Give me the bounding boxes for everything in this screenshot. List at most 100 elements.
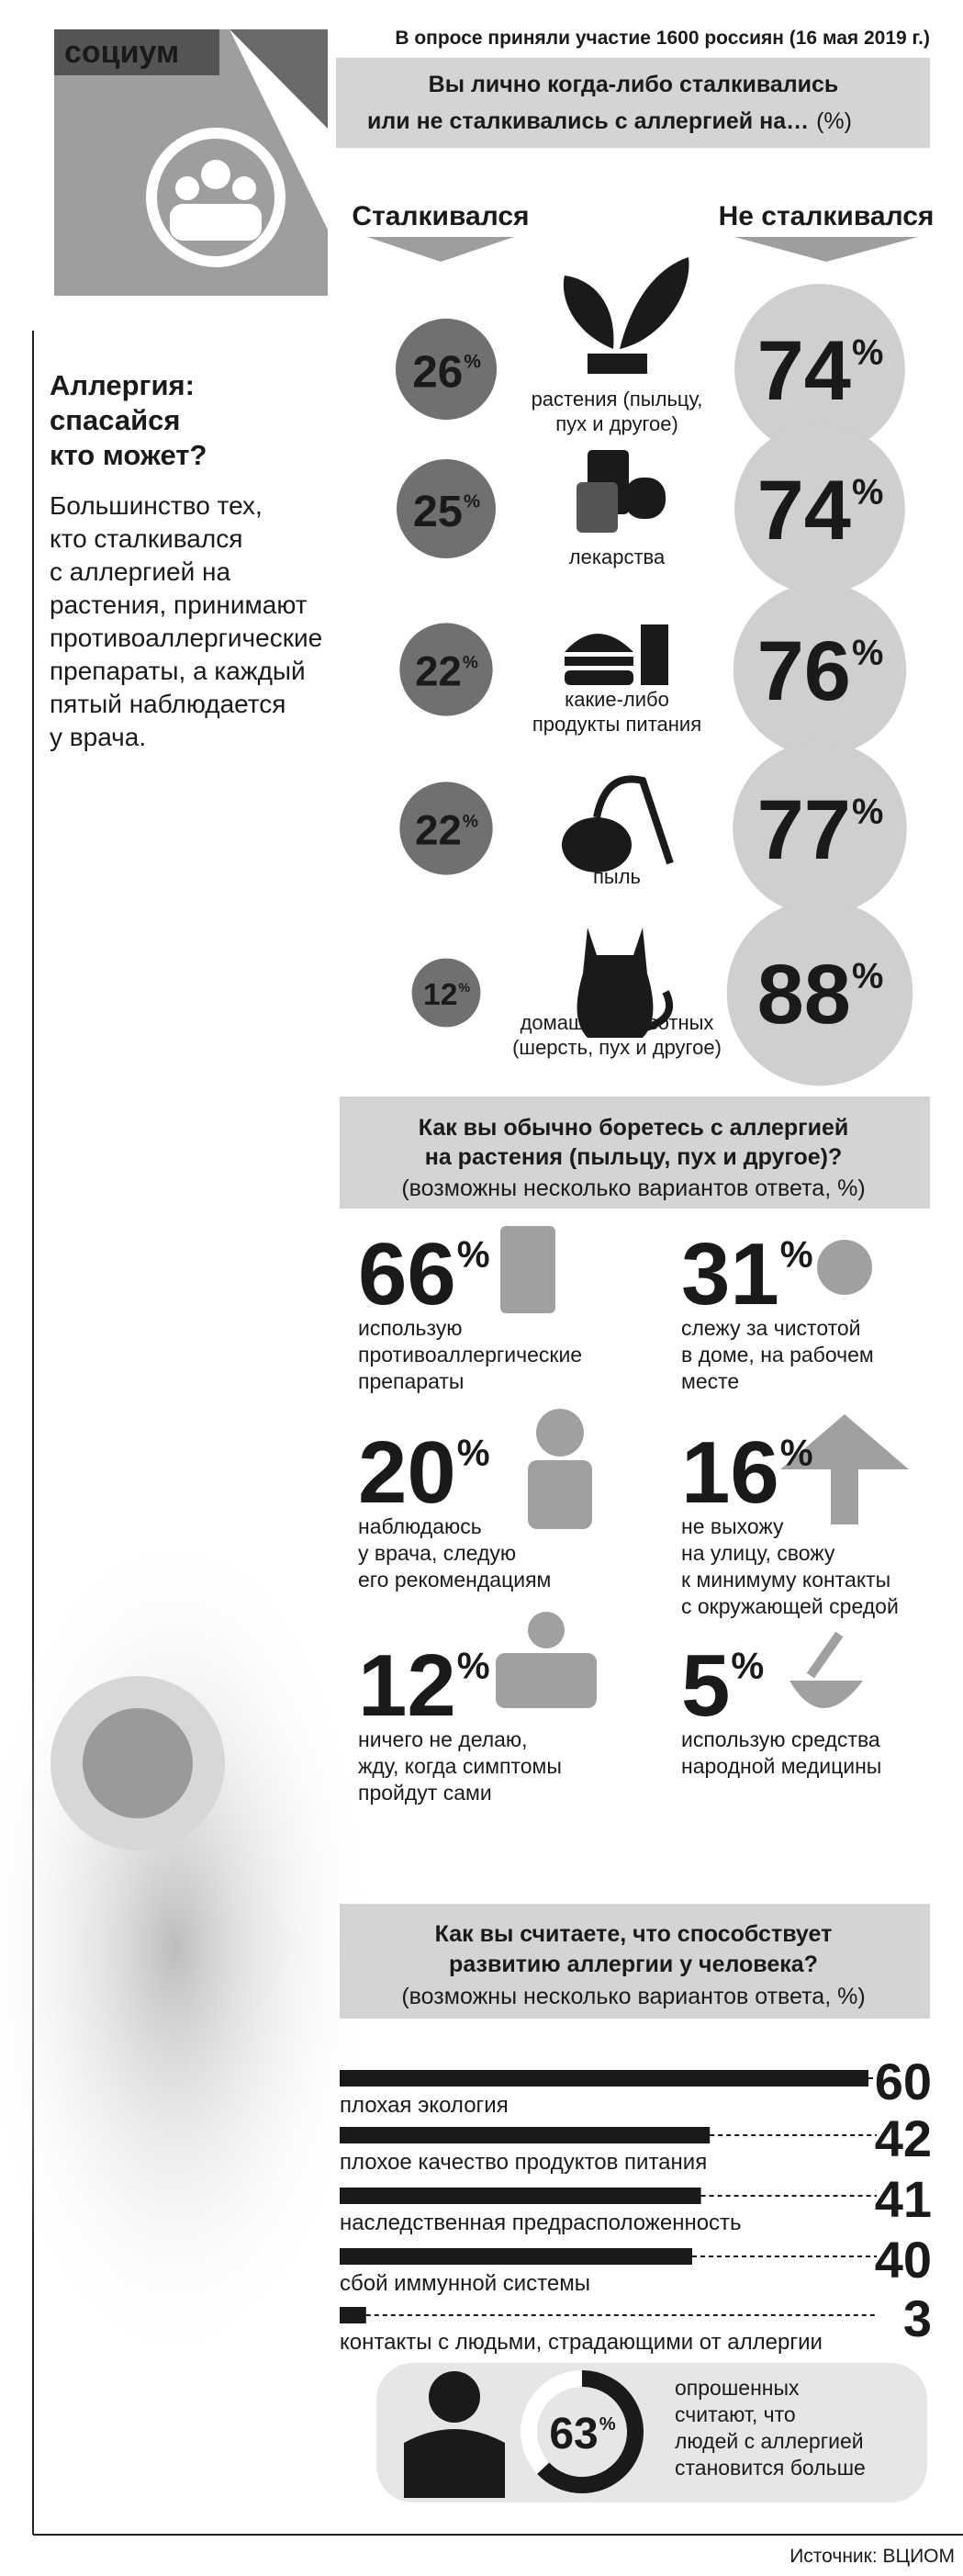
answer-value: 31 [681, 1225, 779, 1323]
bar [340, 2070, 868, 2087]
answer-value: 20 [358, 1423, 456, 1522]
column-header: Сталкивался [352, 201, 529, 231]
intro-text: пятый наблюдается [50, 690, 286, 718]
rubric: социум [64, 35, 179, 70]
bar [340, 2307, 366, 2323]
answer-value: 5 [681, 1637, 730, 1735]
bar-label: плохое качество продуктов питания [340, 2150, 707, 2175]
answer-value: 66 [358, 1225, 456, 1323]
question-note: (возможны несколько вариантов ответа, %) [401, 1176, 865, 1201]
row-label: какие-либо [565, 688, 669, 711]
header-notch [230, 29, 328, 129]
intro-title: Аллергия: [50, 369, 195, 401]
intro-text: кто сталкивался [50, 524, 242, 553]
answer-label: жду, когда симптомы [358, 1754, 562, 1778]
bar-value: 42 [875, 2109, 932, 2167]
bar-value: 41 [875, 2170, 932, 2228]
no-circle [733, 741, 907, 916]
no-circle [726, 899, 913, 1086]
people-icon [175, 176, 199, 200]
stat-text: опрошенных [675, 2376, 800, 2400]
answer-label: народной медицины [681, 1754, 881, 1778]
yes-value: 26 [412, 345, 463, 397]
answer-label: не выхожу [681, 1514, 784, 1538]
yes-circle [411, 958, 481, 1028]
answer-label: ничего не делаю, [358, 1727, 528, 1751]
no-value: 74 [757, 324, 851, 418]
answer-value: 12 [358, 1637, 456, 1735]
stat-text: считают, что [675, 2402, 796, 2426]
question-note: (возможны несколько вариантов ответа, %) [401, 1984, 865, 2009]
answer-label: на улицу, свожу [681, 1541, 835, 1565]
bar-label: контакты с людьми, страдающими от аллерг… [340, 2330, 823, 2355]
question: Как вы считаете, что способствует [435, 1921, 833, 1947]
answer-label: с окружающей средой [681, 1594, 899, 1618]
column-arrow [367, 237, 514, 262]
yes-value: 22 [415, 807, 462, 854]
answer-label: в доме, на рабочем [681, 1343, 874, 1367]
yes-circle [395, 318, 498, 421]
no-value: 88 [757, 948, 851, 1041]
percent-sign: % [457, 1233, 490, 1276]
answer-label: пройдут сами [358, 1781, 492, 1805]
stat-text: людей с аллергией [675, 2429, 864, 2453]
question-box [336, 58, 930, 148]
bar-label: наследственная предрасположенность [340, 2210, 742, 2235]
people-icon [201, 160, 230, 189]
percent-sign: % [852, 633, 883, 672]
percent-sign: % [464, 491, 480, 512]
percent-sign: % [780, 1432, 813, 1474]
percent-sign: % [852, 956, 883, 996]
percent-sign: % [852, 472, 883, 512]
percent-sign: % [852, 792, 883, 831]
yes-value: 22 [415, 648, 462, 695]
intro-text: Большинство тех, [50, 491, 263, 520]
icon-burger [565, 624, 668, 685]
answer-label: использую [358, 1316, 463, 1340]
no-circle [734, 284, 905, 455]
survey-note: В опросе приняли участие 1600 россиян (1… [395, 28, 930, 49]
no-circle [733, 582, 907, 757]
people-icon [146, 128, 286, 267]
percent-sign: % [599, 2414, 616, 2435]
intro-text: у врача. [50, 723, 146, 751]
bar-value: 60 [875, 2053, 932, 2110]
column-arrow [734, 237, 918, 262]
answer-value: 16 [681, 1423, 779, 1522]
question-unit: (%) [816, 108, 852, 134]
stat-box [376, 2363, 927, 2503]
question: на растения (пыльцу, пух и другое)? [425, 1144, 843, 1170]
rubric-box [54, 29, 219, 75]
yes-circle [397, 459, 496, 558]
stat-text: становится больше [675, 2456, 866, 2480]
photo-illustration [0, 1524, 376, 2369]
question: или не сталкивались с аллергией на… [367, 108, 809, 134]
percent-sign: % [464, 351, 481, 372]
intro-text: с аллергией на [50, 557, 230, 586]
no-circle [734, 423, 905, 594]
row-label: (шерсть, пух и другое) [512, 1036, 722, 1059]
column-header: Не сталкивался [719, 201, 935, 231]
percent-sign: % [780, 1233, 813, 1276]
question-box [340, 1097, 930, 1209]
stat-value: 63 [549, 2410, 598, 2458]
icon-vacuum [562, 775, 674, 872]
question-box [340, 1904, 930, 2019]
intro-title: кто может? [50, 439, 207, 471]
no-value: 76 [757, 624, 851, 718]
intro-title: спасайся [50, 404, 180, 436]
row-label: лекарства [569, 546, 666, 568]
yes-value: 12 [423, 978, 457, 1012]
answer-label: препараты [358, 1369, 464, 1393]
icon-sneeze [404, 2371, 505, 2498]
percent-sign: % [457, 1645, 490, 1687]
bar-label: плохая экология [340, 2093, 509, 2118]
answer-label: противоаллергические [358, 1343, 582, 1367]
question: Вы лично когда-либо сталкивались [429, 72, 839, 97]
photo-illustration [83, 1708, 193, 1818]
percent-sign: % [463, 813, 478, 832]
answer-label: использую средства [681, 1727, 880, 1751]
percent-sign: % [852, 332, 883, 372]
answer-label: у врача, следую [358, 1541, 516, 1565]
yes-circle [399, 782, 493, 875]
